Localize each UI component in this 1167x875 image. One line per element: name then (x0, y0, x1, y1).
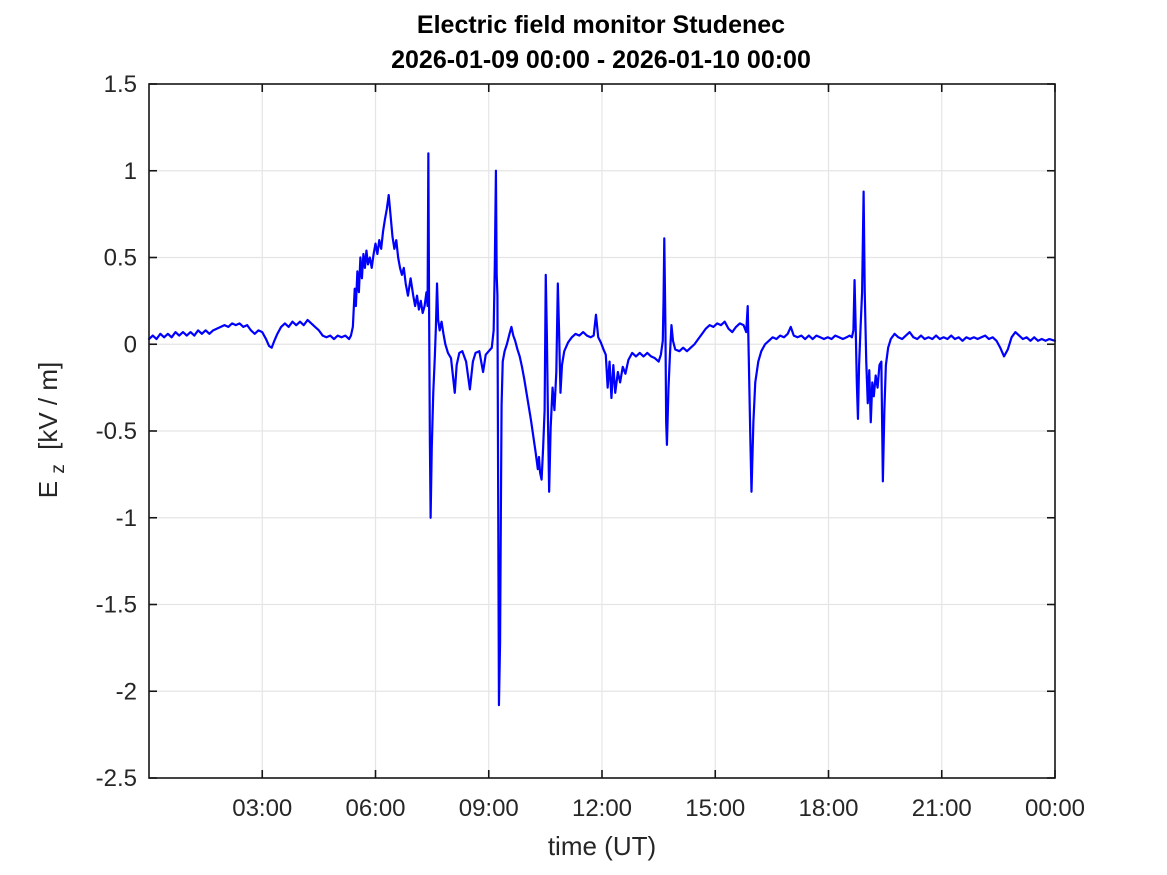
y-tick-label: 0.5 (104, 245, 137, 272)
y-axis-label: E z [kV / m] (33, 362, 70, 498)
y-axis-label-subscript: z (48, 464, 69, 474)
tick-marks (149, 83, 1056, 779)
y-tick-label: -1.5 (96, 592, 137, 619)
y-tick-label: 0 (124, 331, 137, 358)
y-tick-label: 1 (124, 158, 137, 185)
y-tick-label: -2 (116, 678, 137, 705)
y-axis-label-symbol: E (33, 481, 63, 498)
x-axis-label: time (UT) (548, 831, 656, 861)
chart-title: Electric field monitor Studenec (417, 11, 785, 39)
x-tick-label: 21:00 (912, 795, 972, 822)
x-tick-label: 09:00 (459, 795, 519, 822)
x-tick-label: 12:00 (572, 795, 632, 822)
x-tick-label: 18:00 (798, 795, 858, 822)
x-tick-label: 03:00 (232, 795, 292, 822)
chart-subtitle: 2026-01-09 00:00 - 2026-01-10 00:00 (391, 46, 811, 74)
y-tick-label: -0.5 (96, 418, 137, 445)
y-tick-label: -1 (116, 505, 137, 532)
x-tick-label: 15:00 (685, 795, 745, 822)
x-tick-label: 00:00 (1025, 795, 1085, 822)
y-axis-label-units: [kV / m] (33, 362, 63, 450)
grid-lines (149, 84, 1055, 778)
x-tick-label: 06:00 (345, 795, 405, 822)
y-tick-label: -2.5 (96, 765, 137, 792)
y-tick-labels: 1.5 1 0.5 0 -0.5 -1 -1.5 -2 -2.5 (96, 71, 137, 792)
ez-series-line (147, 152, 1057, 707)
series-group (147, 152, 1057, 707)
x-tick-labels: 03:00 06:00 09:00 12:00 15:00 18:00 21:00 00:00 (232, 795, 1085, 822)
y-tick-label: 1.5 (104, 71, 137, 98)
